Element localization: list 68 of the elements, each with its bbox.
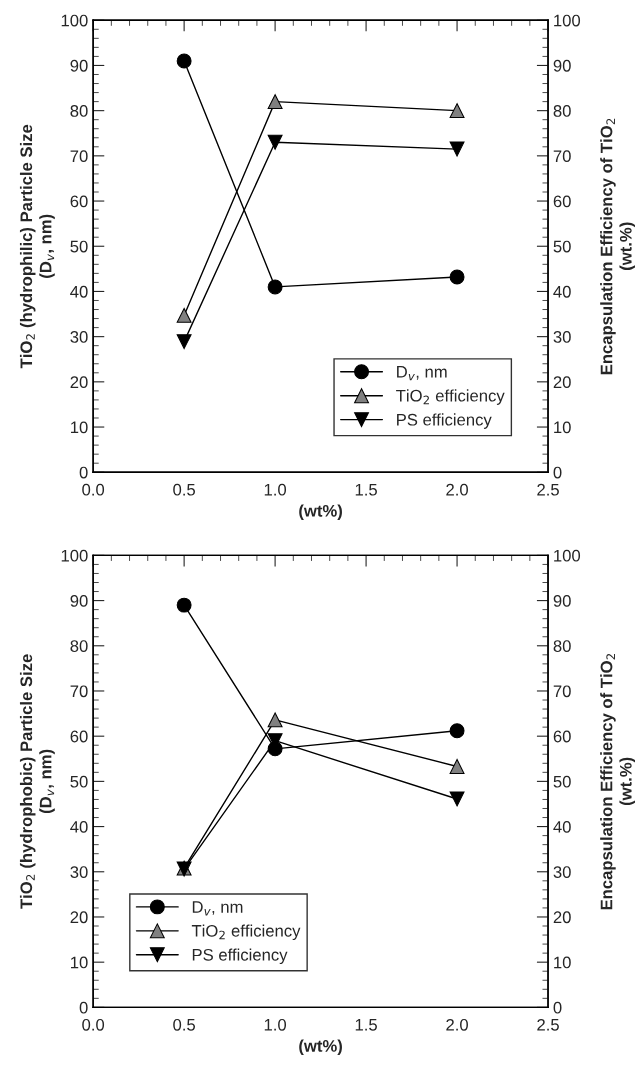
y-tick-label: 50 <box>70 775 88 788</box>
y-axis-title: TiO$_{2}$ (hydrophilic) Particle Size (D$_{v}$, nm) <box>19 124 55 369</box>
y2-tick-label: 80 <box>553 105 571 117</box>
y-tick-label: 80 <box>70 640 88 652</box>
y2-tick-label: 100 <box>554 14 581 27</box>
legend-label: TiO$_{2}$ efficiency <box>396 389 505 405</box>
x-tick-label: 2.5 <box>537 1018 559 1031</box>
x-tick-label: 2.0 <box>446 1018 468 1031</box>
y-tick-label: 50 <box>70 240 88 253</box>
y-tick-label: 30 <box>70 331 88 343</box>
y-tick-label: 70 <box>70 150 88 163</box>
y2-tick-label: 0 <box>553 466 562 479</box>
x-axis-title: (wt%) <box>299 1039 342 1056</box>
y-tick-label: 20 <box>70 911 88 924</box>
y2-tick-label: 50 <box>553 240 571 253</box>
y-tick-label: 30 <box>70 866 88 878</box>
y-tick-label: 60 <box>70 730 88 743</box>
y2-tick-label: 0 <box>553 1001 562 1014</box>
y-tick-label: 70 <box>70 685 88 698</box>
y-tick-label: 100 <box>61 14 88 27</box>
x-tick-label: 1.0 <box>264 1018 287 1031</box>
x-tick-label: 2.0 <box>446 483 468 496</box>
y-tick-label: 40 <box>70 285 88 298</box>
legend-label: D$_{v}$, nm <box>192 901 243 916</box>
y-tick-label: 0 <box>79 1001 88 1014</box>
y-tick-label: 20 <box>70 376 88 389</box>
x-axis-title: (wt%) <box>299 504 342 520</box>
y2-tick-label: 10 <box>554 956 571 969</box>
y2-tick-label: 90 <box>553 59 571 72</box>
y2-tick-label: 50 <box>553 775 571 788</box>
x-tick-label: 0.5 <box>173 1018 196 1031</box>
x-tick-label: 1.5 <box>355 483 377 496</box>
y2-tick-label: 70 <box>553 685 571 698</box>
y-tick-label: 10 <box>71 421 88 434</box>
y-tick-label: 80 <box>70 105 88 117</box>
legend-label: TiO$_{2}$ efficiency <box>191 924 301 941</box>
text: Encapsulation Efficiency of TiO$_{2}$ (wt.%) <box>600 118 635 375</box>
text: Encapsulation Efficiency of TiO$_{2}$ (wt.%) <box>600 654 635 910</box>
y-tick-label: 60 <box>70 195 88 208</box>
y2-tick-label: 40 <box>553 820 571 833</box>
y-tick-label: 90 <box>70 59 88 72</box>
x-tick-label: 1.0 <box>264 483 287 496</box>
y2-tick-label: 20 <box>553 911 571 924</box>
y-tick-label: 100 <box>61 549 88 562</box>
y2-tick-label: 100 <box>554 549 581 562</box>
legend-label: PS efficiency <box>192 948 288 965</box>
x-tick-label: 2.5 <box>537 483 559 496</box>
y-axis-title: TiO$_{2}$ (hydrophobic) Particle Size (D$_{v}$, nm) <box>19 654 55 909</box>
y2-tick-label: 20 <box>553 376 571 389</box>
y-tick-label: 10 <box>71 956 88 969</box>
y-tick-label: 40 <box>70 820 88 833</box>
y-tick-label: 0 <box>79 466 88 479</box>
legend-label: D$_{v}$, nm <box>397 366 447 381</box>
x-tick-label: 0.0 <box>82 483 105 496</box>
y-tick-label: 90 <box>70 594 88 607</box>
y2-tick-label: 60 <box>553 195 571 208</box>
y2-tick-label: 80 <box>553 640 571 652</box>
y2-tick-label: 90 <box>553 594 571 607</box>
x-tick-label: 1.5 <box>355 1019 377 1031</box>
x-tick-label: 0.5 <box>173 483 196 496</box>
y2-tick-label: 10 <box>554 421 571 434</box>
y2-tick-label: 60 <box>553 730 571 743</box>
x-tick-label: 0.0 <box>82 1018 105 1031</box>
y2-tick-label: 40 <box>553 285 571 298</box>
y2-tick-label: 70 <box>553 150 571 163</box>
y2-tick-label: 30 <box>553 331 571 343</box>
y2-tick-label: 30 <box>553 866 571 878</box>
legend-label: PS efficiency <box>397 413 492 429</box>
